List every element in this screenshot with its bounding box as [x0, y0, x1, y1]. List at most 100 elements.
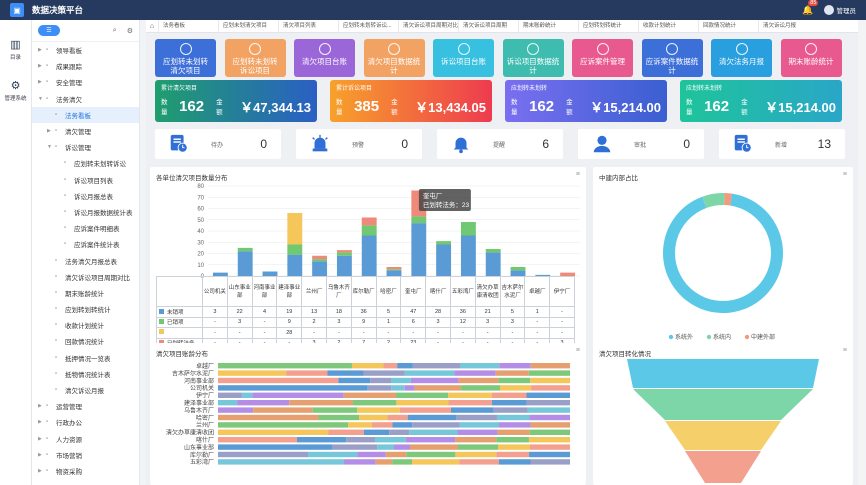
aging-bar-segment[interactable]: [399, 407, 451, 413]
iconbar-catalog[interactable]: ▥ 目录: [0, 38, 31, 61]
legend-label[interactable]: 中建外部: [751, 333, 775, 341]
aging-bar-segment[interactable]: [491, 400, 527, 406]
bar-segment[interactable]: [287, 254, 303, 276]
sidebar-item[interactable]: ▫ 诉讼月报数据统计表: [32, 204, 139, 220]
bar-segment[interactable]: [312, 255, 328, 260]
sidebar-item[interactable]: ▼ ▫ 诉讼管理: [32, 139, 139, 155]
aging-bar-segment[interactable]: [491, 392, 527, 398]
aging-bar-segment[interactable]: [286, 370, 328, 376]
bar-segment[interactable]: [212, 272, 228, 276]
aging-bar-segment[interactable]: [498, 444, 530, 450]
notification-bell-icon[interactable]: 🔔 85: [802, 0, 819, 15]
aging-bar-segment[interactable]: [385, 451, 407, 458]
aging-bar-segment[interactable]: [218, 422, 349, 428]
aging-bar-segment[interactable]: [530, 422, 570, 428]
aging-bar-segment[interactable]: [527, 407, 570, 413]
donut-slice[interactable]: [663, 193, 783, 313]
sidebar-item[interactable]: ▫ 法务清欠月报总表: [32, 252, 139, 268]
quick-tile[interactable]: 诉讼项目台账: [433, 39, 494, 77]
menu-icon[interactable]: ≡: [575, 171, 580, 178]
bar-segment[interactable]: [460, 235, 476, 277]
sidebar-item[interactable]: ▫ 应划转划转统计: [32, 301, 139, 317]
sidebar-item[interactable]: ▫ 期末账龄统计: [32, 285, 139, 301]
aging-bar-segment[interactable]: [526, 400, 570, 406]
aging-bar-segment[interactable]: [414, 385, 462, 391]
aging-bar-segment[interactable]: [377, 444, 394, 450]
sidebar-item[interactable]: ▫ 回款情况统计: [32, 333, 139, 349]
aging-bar-segment[interactable]: [498, 377, 531, 384]
funnel-stage[interactable]: [685, 451, 761, 483]
bar-segment[interactable]: [460, 222, 476, 236]
tab[interactable]: 清欠诉讼项目周期对比: [398, 20, 458, 32]
aging-bar-segment[interactable]: [496, 437, 529, 443]
aging-bar-segment[interactable]: [407, 414, 457, 421]
aging-bar-segment[interactable]: [448, 392, 492, 398]
aging-bar-segment[interactable]: [409, 429, 458, 435]
aging-bar-segment[interactable]: [496, 414, 530, 421]
aging-bar-segment[interactable]: [454, 370, 496, 376]
bar-segment[interactable]: [436, 241, 452, 245]
bar-segment[interactable]: [361, 217, 377, 226]
aging-bar-segment[interactable]: [218, 407, 254, 413]
sidebar-item[interactable]: ▫ 应诉案件统计表: [32, 236, 139, 252]
aging-bar-segment[interactable]: [253, 407, 313, 413]
bar-segment[interactable]: [485, 252, 501, 276]
aging-bar-segment[interactable]: [218, 400, 238, 406]
aging-bar-segment[interactable]: [448, 400, 492, 406]
tab[interactable]: 清欠项目列表: [278, 20, 338, 32]
sidebar-item[interactable]: ▶ ▫ 领导看板: [32, 42, 139, 58]
bar-segment[interactable]: [510, 267, 526, 271]
quick-tile[interactable]: 诉讼项目数据统 计: [502, 39, 564, 77]
aging-bar-segment[interactable]: [297, 437, 347, 443]
aging-bar-segment[interactable]: [241, 392, 253, 398]
bar-segment[interactable]: [560, 272, 576, 276]
aging-bar-segment[interactable]: [218, 363, 352, 369]
aging-bar-segment[interactable]: [410, 444, 458, 450]
tab[interactable]: 清欠诉讼月报: [758, 20, 818, 32]
sidebar-item[interactable]: ▶ ▫ 人力资源: [32, 431, 139, 447]
legend-label[interactable]: 系统内: [713, 333, 731, 341]
sidebar-item[interactable]: ▶ ▫ 运营管理: [32, 398, 139, 414]
bar-segment[interactable]: [386, 267, 402, 270]
aging-bar-segment[interactable]: [237, 400, 290, 406]
quick-tile[interactable]: 应诉案件数据统 计: [641, 39, 703, 77]
bar-segment[interactable]: [262, 271, 278, 277]
kpi-card[interactable]: 预警 0: [296, 129, 422, 159]
bar-segment[interactable]: [386, 270, 402, 276]
aging-bar-segment[interactable]: [218, 370, 287, 376]
aging-bar-segment[interactable]: [387, 414, 408, 421]
aging-bar-segment[interactable]: [450, 407, 494, 413]
aging-bar-segment[interactable]: [289, 400, 353, 406]
aging-bar-segment[interactable]: [461, 385, 500, 391]
aging-bar-segment[interactable]: [411, 459, 460, 465]
aging-bar-segment[interactable]: [327, 370, 364, 376]
tab[interactable]: 清欠诉讼项目周期: [458, 20, 518, 32]
aging-bar-segment[interactable]: [363, 370, 405, 376]
tab[interactable]: 应划转未划转诉讼...: [338, 20, 398, 32]
bar-segment[interactable]: [312, 259, 328, 262]
aging-bar-segment[interactable]: [394, 444, 410, 450]
aging-bar-segment[interactable]: [412, 363, 460, 369]
sidebar-item[interactable]: ▶ ▫ 物资采购: [32, 463, 139, 479]
aging-bar-segment[interactable]: [308, 451, 358, 458]
aging-bar-segment[interactable]: [458, 377, 499, 384]
aging-bar-segment[interactable]: [357, 407, 400, 413]
funnel-stage[interactable]: [633, 389, 813, 420]
aging-bar-segment[interactable]: [530, 459, 570, 465]
aging-bar-segment[interactable]: [526, 392, 570, 398]
bar-segment[interactable]: [510, 270, 526, 276]
page-scrollbar[interactable]: [858, 20, 866, 485]
aging-bar-segment[interactable]: [529, 451, 570, 458]
home-icon[interactable]: ⌂: [149, 22, 155, 30]
quick-tile[interactable]: 清欠项目台账: [294, 39, 355, 77]
aging-bar-segment[interactable]: [404, 385, 415, 391]
aging-bar-segment[interactable]: [396, 400, 449, 406]
sidebar-item[interactable]: ▼ ▫ 法务清欠: [32, 91, 139, 107]
aging-bar-segment[interactable]: [412, 422, 460, 428]
settings-icon[interactable]: ⚙: [126, 27, 133, 35]
aging-bar-segment[interactable]: [367, 385, 392, 391]
aging-bar-segment[interactable]: [357, 451, 386, 458]
aging-bar-segment[interactable]: [499, 363, 531, 369]
menu-toggle-button[interactable]: ☰: [38, 25, 60, 36]
aging-bar-segment[interactable]: [218, 392, 242, 398]
